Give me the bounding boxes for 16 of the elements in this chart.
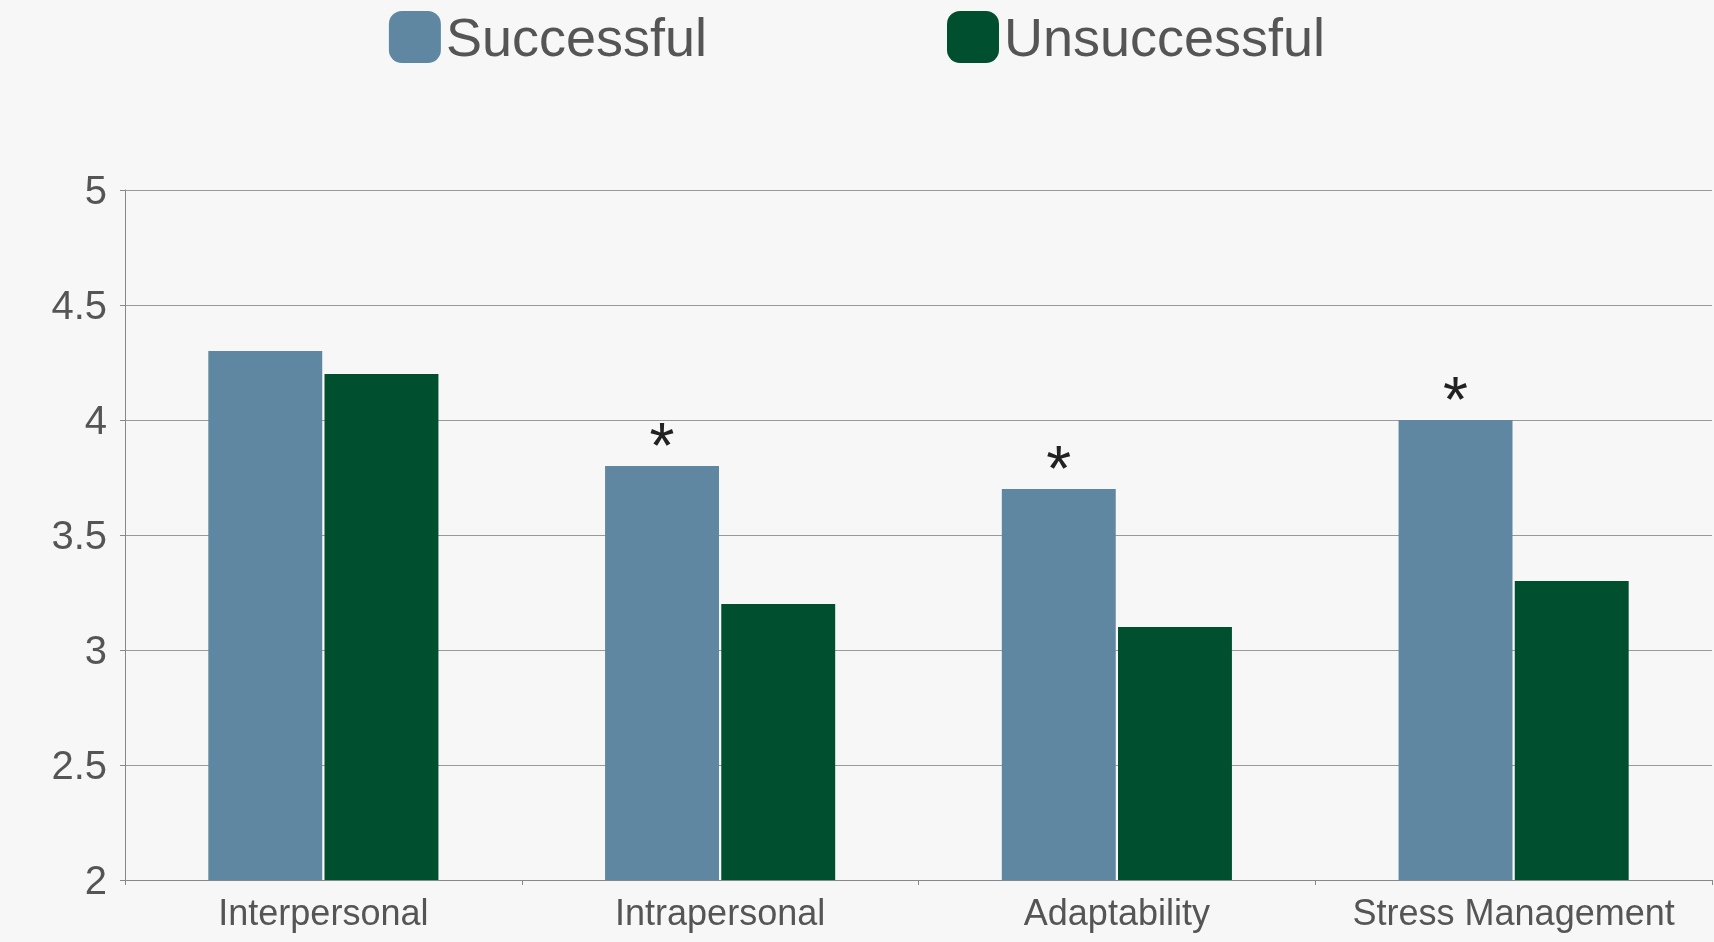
x-tick-label: Adaptability: [1023, 891, 1210, 933]
annotation: *: [649, 410, 675, 482]
y-tick-label: 2.5: [51, 743, 107, 787]
legend-label: Successful: [445, 7, 707, 67]
x-tick-label: Stress Management: [1352, 891, 1675, 933]
annotation: *: [1046, 433, 1072, 505]
x-tick-label: Intrapersonal: [615, 891, 826, 933]
y-tick-label: 4.5: [51, 283, 107, 327]
y-tick-label: 5: [84, 168, 107, 212]
legend-label: Unsuccessful: [1003, 7, 1326, 67]
y-tick-label: 4: [84, 398, 107, 442]
y-tick-label: 3: [84, 628, 107, 672]
y-tick-label: 2: [84, 858, 107, 902]
annotation: *: [1443, 364, 1468, 436]
y-tick-label: 3.5: [51, 513, 107, 557]
x-tick-label: Interpersonal: [218, 891, 429, 933]
